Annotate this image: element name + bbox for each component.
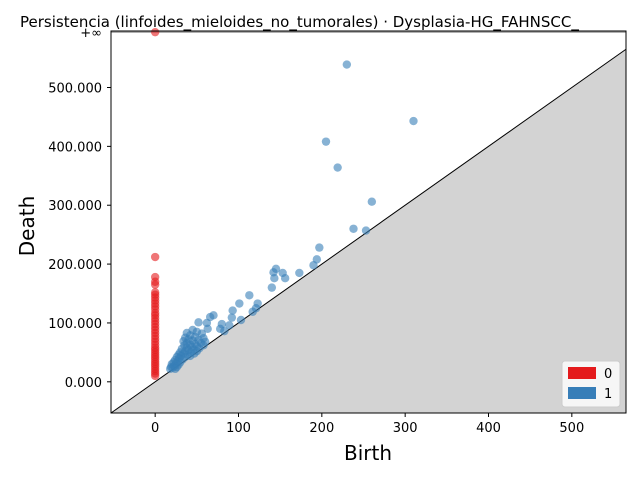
y-tick-label: 0.000 bbox=[65, 376, 102, 391]
point-h1 bbox=[228, 306, 237, 315]
x-tick-label: 0 bbox=[151, 421, 159, 436]
point-h1 bbox=[236, 315, 246, 325]
point-h1 bbox=[248, 307, 257, 316]
point-h0 bbox=[150, 371, 160, 381]
point-h1 bbox=[295, 268, 304, 278]
chart-title: Persistencia (linfoides_mieloides_no_tum… bbox=[20, 13, 579, 32]
y-tick-label: 400.000 bbox=[48, 140, 102, 155]
legend-swatch bbox=[568, 387, 596, 399]
x-tick-label: 200 bbox=[309, 421, 334, 436]
point-h0 bbox=[150, 252, 160, 262]
point-h1 bbox=[367, 197, 377, 206]
point-h1 bbox=[227, 313, 237, 322]
x-tick-label: 400 bbox=[476, 421, 501, 436]
point-h1 bbox=[245, 291, 254, 300]
point-h1 bbox=[225, 321, 234, 330]
infinity-tick-label: +∞ bbox=[80, 26, 102, 41]
point-h1 bbox=[349, 224, 358, 233]
legend-label: 0 bbox=[604, 367, 612, 382]
y-tick-label: 500.000 bbox=[48, 82, 102, 97]
point-h1 bbox=[309, 261, 318, 270]
point-h1 bbox=[333, 163, 342, 172]
point-h1 bbox=[267, 283, 277, 292]
axes-frame bbox=[110, 30, 627, 414]
y-tick-label: 200.000 bbox=[48, 258, 102, 273]
x-axis-ticks: 0 100 200 300 400 500 bbox=[151, 413, 584, 436]
point-h1 bbox=[361, 226, 371, 235]
plot-area bbox=[110, 27, 627, 414]
point-h0 bbox=[150, 27, 160, 37]
x-axis-label: Birth bbox=[344, 441, 392, 465]
point-h1 bbox=[315, 243, 324, 252]
y-tick-label: 100.000 bbox=[48, 317, 102, 332]
y-tick-label: 300.000 bbox=[48, 199, 102, 214]
point-h1 bbox=[342, 60, 352, 69]
legend: 01 bbox=[561, 360, 621, 408]
point-h1 bbox=[203, 324, 212, 334]
x-tick-label: 300 bbox=[393, 421, 418, 436]
point-h1 bbox=[170, 364, 180, 374]
y-axis-ticks: 0.000 100.000 200.000 300.000 400.000 500.000 bbox=[48, 82, 111, 391]
point-h1 bbox=[235, 299, 244, 308]
point-h1 bbox=[270, 274, 279, 283]
x-tick-label: 500 bbox=[559, 421, 584, 436]
scatter-points bbox=[150, 27, 418, 381]
point-h1 bbox=[321, 137, 331, 146]
point-h1 bbox=[194, 318, 203, 327]
legend-swatch bbox=[568, 367, 596, 379]
point-h0 bbox=[150, 280, 160, 289]
point-h1 bbox=[220, 326, 229, 336]
y-axis-label: Death bbox=[15, 196, 39, 256]
point-h1 bbox=[280, 274, 290, 283]
x-tick-label: 100 bbox=[226, 421, 251, 436]
point-h1 bbox=[409, 116, 418, 126]
legend-label: 1 bbox=[604, 387, 612, 402]
